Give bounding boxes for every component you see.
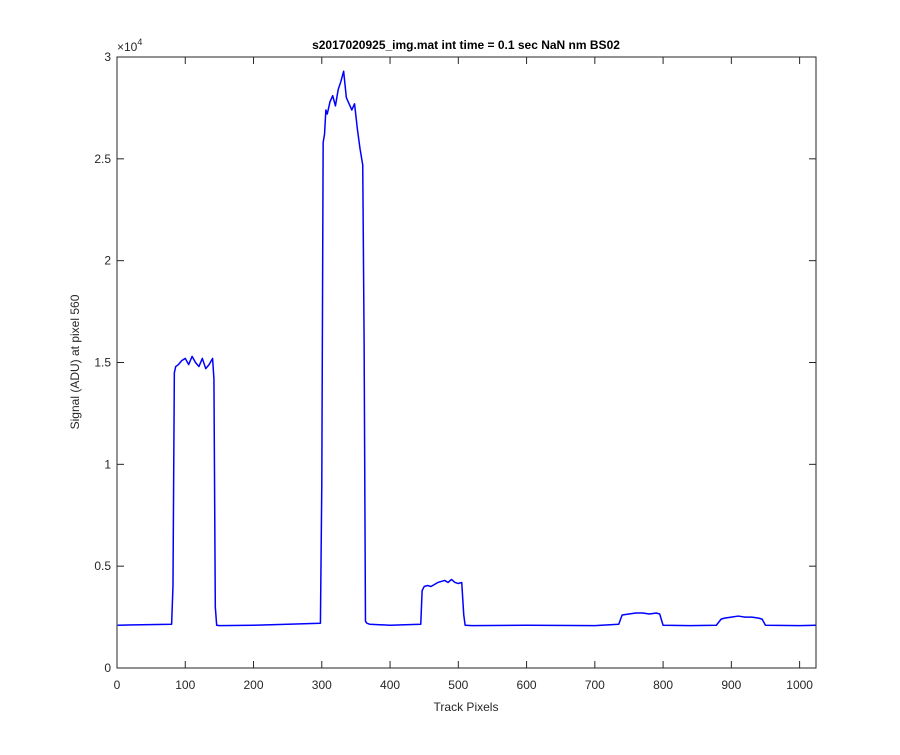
- y-multiplier-exponent: 4: [137, 37, 142, 47]
- chart-title: s2017020925_img.mat int time = 0.1 sec N…: [312, 38, 620, 52]
- y-tick-label: 2.5: [94, 152, 111, 166]
- x-tick-label: 900: [721, 678, 741, 692]
- y-multiplier-base: ×10: [117, 40, 138, 54]
- x-tick-label: 500: [448, 678, 468, 692]
- y-axis-label: Signal (ADU) at pixel 560: [68, 294, 82, 429]
- x-tick-label: 0: [114, 678, 121, 692]
- x-tick-label: 1000: [786, 678, 813, 692]
- x-tick-label: 200: [244, 678, 264, 692]
- y-tick-label: 1: [104, 457, 111, 471]
- x-tick-label: 100: [175, 678, 195, 692]
- x-tick-label: 800: [653, 678, 673, 692]
- plot-area: [117, 57, 816, 668]
- x-axis-label: Track Pixels: [434, 700, 499, 714]
- x-tick-label: 400: [380, 678, 400, 692]
- x-tick-label: 700: [585, 678, 605, 692]
- y-tick-label: 3: [104, 50, 111, 64]
- y-tick-label: 0.5: [94, 559, 111, 573]
- axes-box: [116, 56, 817, 669]
- y-multiplier: ×104: [117, 37, 142, 54]
- y-tick-label: 0: [104, 661, 111, 675]
- y-tick-label: 1.5: [94, 356, 111, 370]
- label-layer: 0 100 200 300 400 500 600 700 800 900 1000 0 0.5 1 1.5…: [94, 50, 813, 692]
- x-tick-label: 300: [312, 678, 332, 692]
- y-tick-label: 2: [104, 254, 111, 268]
- data-line-0: [117, 70, 817, 627]
- x-tick-label: 600: [517, 678, 537, 692]
- line-layer: [117, 70, 817, 627]
